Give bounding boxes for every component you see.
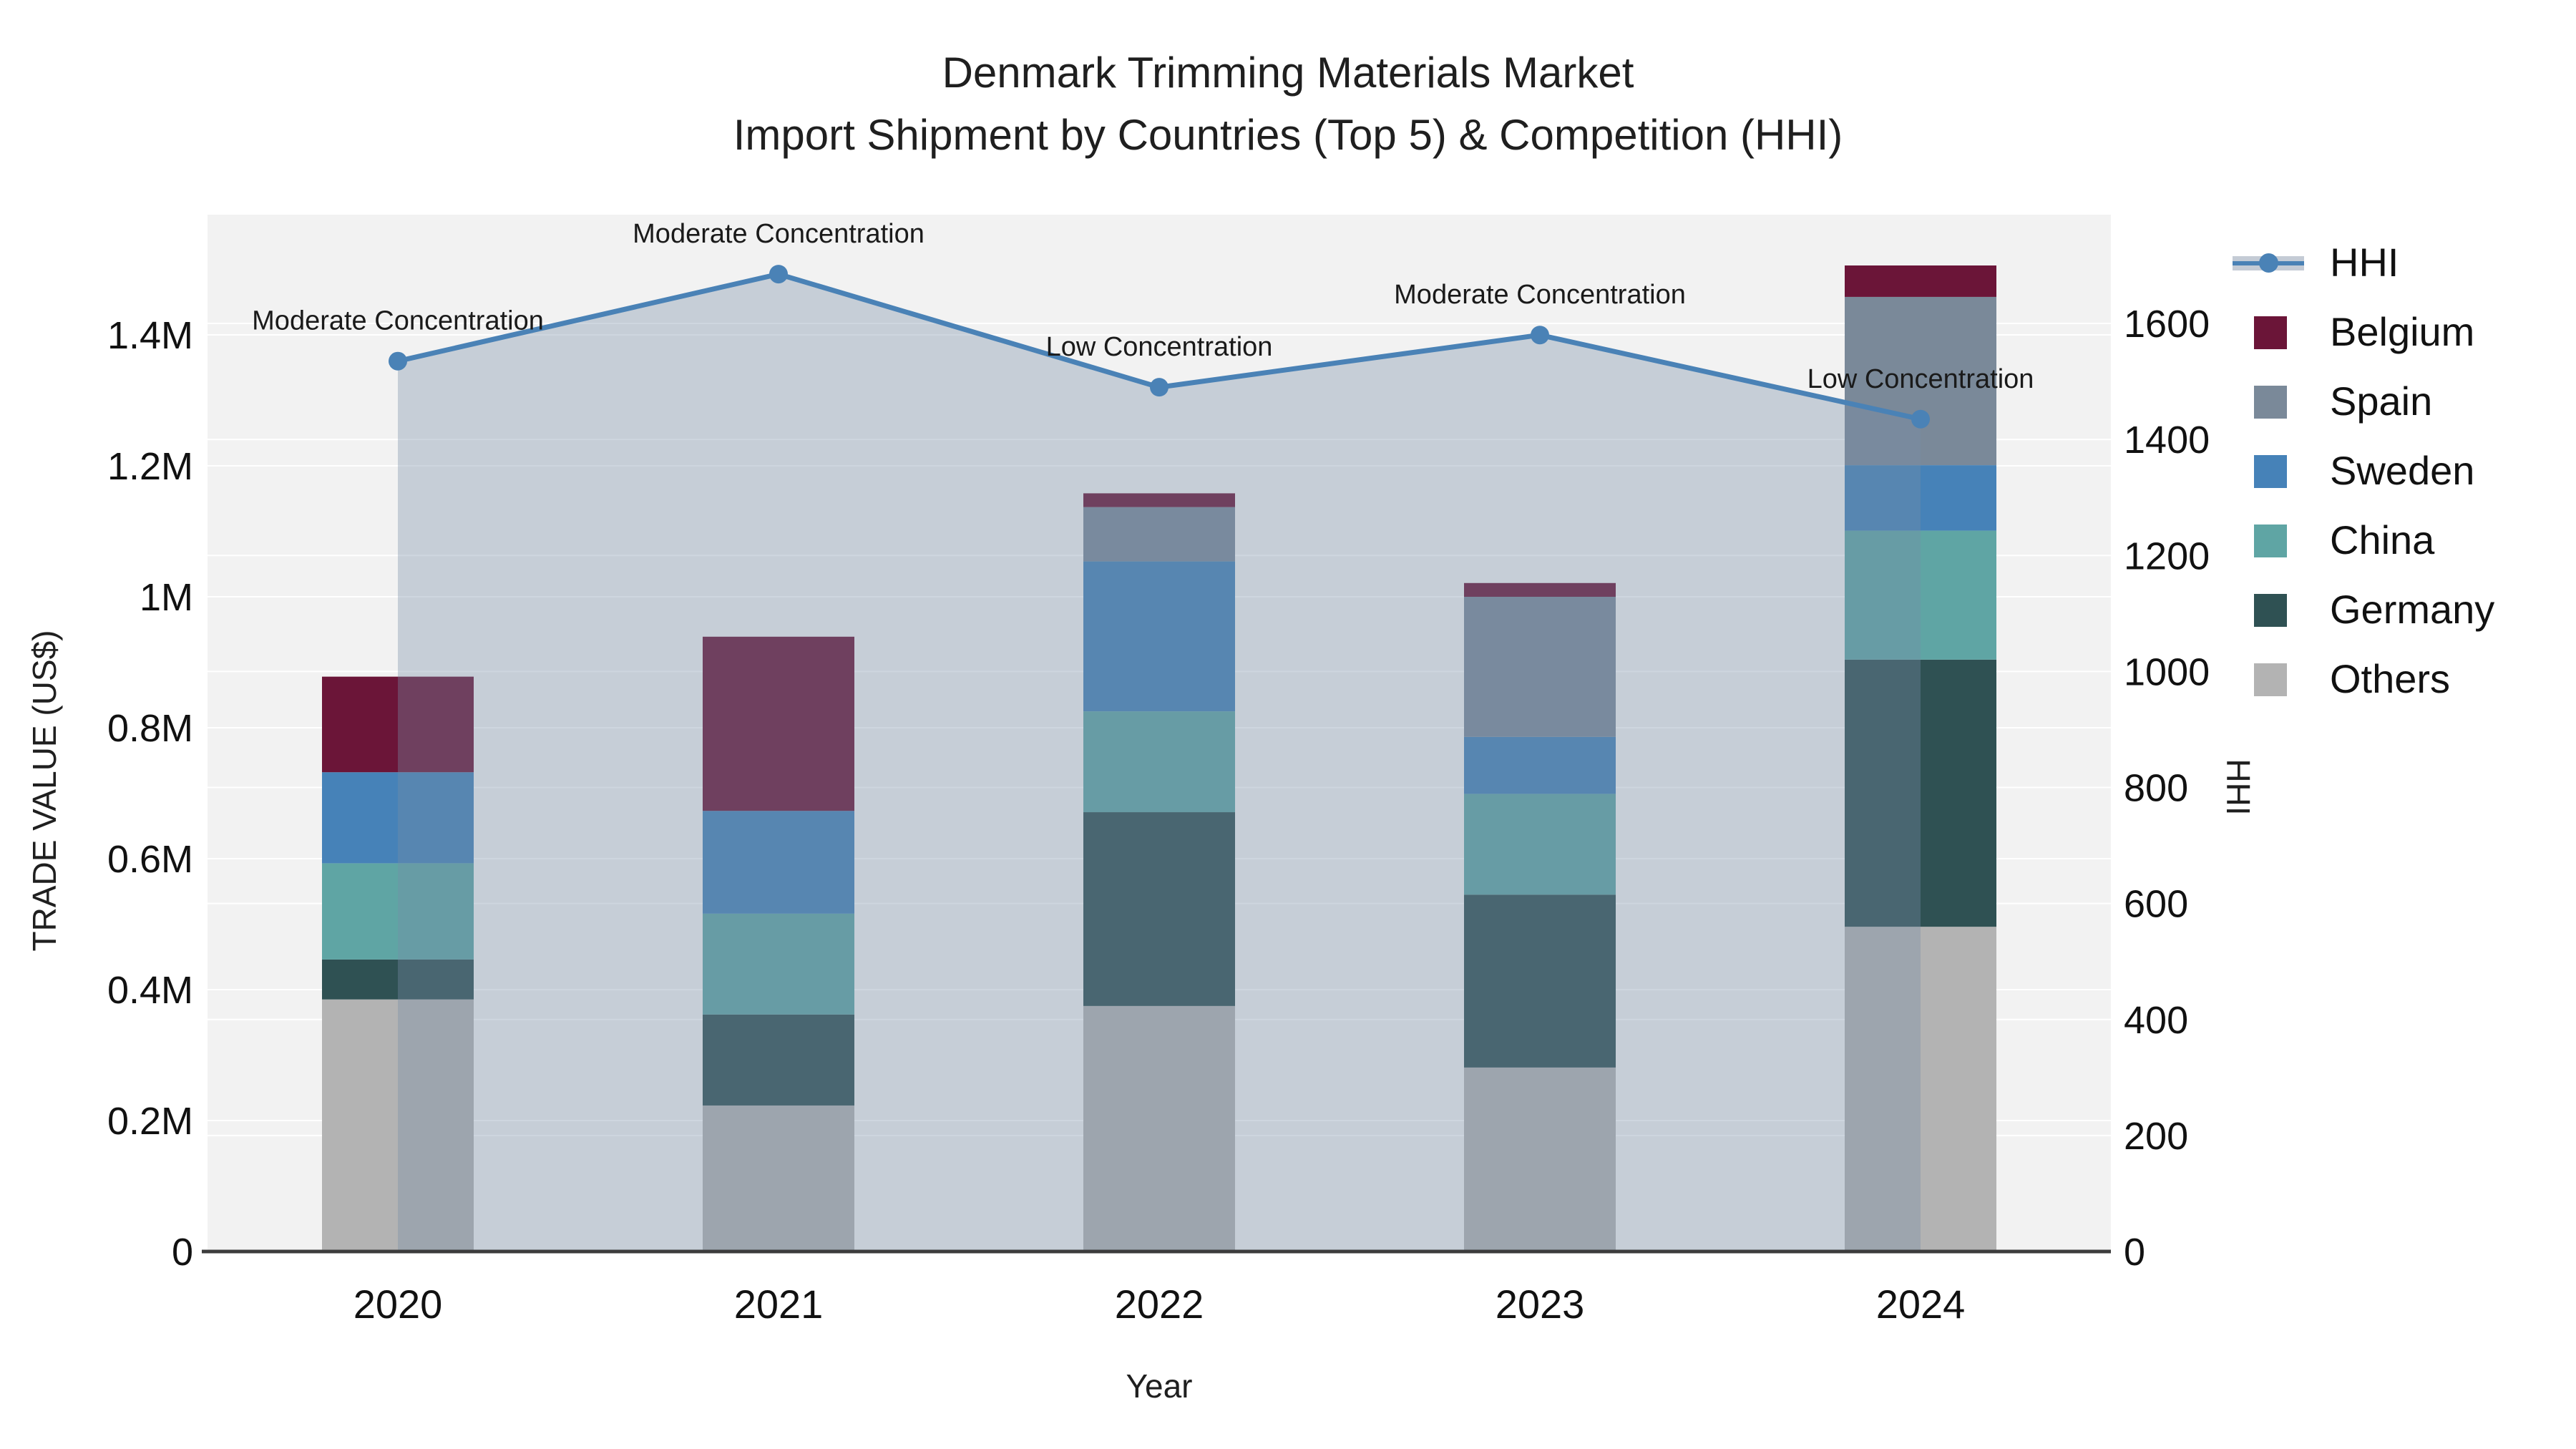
bar-segment-belgium-2024 — [1845, 265, 1996, 297]
legend-item-belgium[interactable]: Belgium — [2231, 297, 2494, 366]
legend-swatch-icon — [2231, 593, 2310, 627]
bar-segment-germany-2020 — [322, 959, 474, 1000]
bar-segment-others-2023 — [1464, 1067, 1616, 1252]
bar-segment-china-2023 — [1464, 794, 1616, 895]
legend-item-others[interactable]: Others — [2231, 644, 2494, 713]
bar-segment-china-2022 — [1083, 711, 1235, 813]
legend-label-hhi: HHI — [2330, 240, 2399, 285]
x-axis-title: Year — [1126, 1367, 1193, 1405]
legend-item-sweden[interactable]: Sweden — [2231, 436, 2494, 505]
bar-segment-belgium-2021 — [703, 636, 854, 811]
legend-label-others: Others — [2330, 656, 2451, 701]
bar-segment-spain-2022 — [1083, 507, 1235, 562]
legend-swatch-others — [2254, 663, 2287, 696]
legend-dot — [2259, 253, 2278, 273]
bar-segment-belgium-2023 — [1464, 582, 1616, 597]
hhi-line-icon — [2231, 246, 2310, 279]
legend-swatch-belgium — [2254, 316, 2287, 349]
y-axis-left-title: TRADE VALUE (US$) — [26, 630, 63, 952]
annotation-2023: Moderate Concentration — [1394, 280, 1686, 310]
bar-segment-germany-2023 — [1464, 894, 1616, 1068]
chart-title: Denmark Trimming Materials Market Import… — [0, 42, 2576, 166]
bar-segment-sweden-2022 — [1083, 561, 1235, 712]
y-right-tick-label: 400 — [2124, 999, 2188, 1042]
x-tick-label-2022: 2022 — [1115, 1282, 1204, 1327]
bar-segment-china-2021 — [703, 913, 854, 1015]
legend-label-spain: Spain — [2330, 379, 2433, 424]
y-right-tick-label: 200 — [2124, 1115, 2188, 1158]
bar-segment-china-2024 — [1845, 530, 1996, 660]
y-left-tick-label: 0.4M — [107, 969, 193, 1012]
legend-label-china: China — [2330, 517, 2435, 562]
annotation-2022: Low Concentration — [1046, 332, 1273, 362]
bar-segment-others-2024 — [1845, 927, 1996, 1252]
annotation-2024: Low Concentration — [1807, 364, 2034, 394]
y-left-tick-label: 0.2M — [107, 1100, 193, 1143]
bar-segment-spain-2023 — [1464, 597, 1616, 737]
bar-segment-sweden-2021 — [703, 811, 854, 914]
hhi-marker-2021 — [769, 265, 788, 284]
x-tick-label-2023: 2023 — [1496, 1282, 1585, 1327]
chart-title-line1: Denmark Trimming Materials Market — [942, 49, 1634, 97]
legend-swatch-icon — [2231, 454, 2310, 488]
bar-segment-others-2021 — [703, 1105, 854, 1252]
x-tick-label-2024: 2024 — [1876, 1282, 1966, 1327]
legend-swatch-germany — [2254, 593, 2287, 627]
legend-swatch-sweden — [2254, 454, 2287, 488]
y-left-tick-label: 0.8M — [107, 707, 193, 750]
bar-segment-others-2020 — [322, 999, 474, 1252]
bar-segment-sweden-2023 — [1464, 736, 1616, 794]
x-tick-label-2021: 2021 — [734, 1282, 824, 1327]
hhi-marker-2024 — [1911, 409, 1930, 429]
y-axis-right-title: HHI — [2220, 758, 2257, 816]
y-right-tick-label: 1400 — [2124, 419, 2210, 462]
legend-label-germany: Germany — [2330, 587, 2495, 632]
y-left-tick-label: 1.4M — [107, 314, 193, 357]
legend-swatch-icon — [2231, 663, 2310, 696]
y-right-tick-label: 1000 — [2124, 650, 2210, 693]
legend-swatch-icon — [2231, 385, 2310, 419]
legend: HHI Belgium Spain Sweden China Germany Others — [2231, 228, 2494, 713]
bar-segment-others-2022 — [1083, 1005, 1235, 1252]
y-right-tick-label: 1200 — [2124, 535, 2210, 577]
bar-segment-belgium-2022 — [1083, 493, 1235, 507]
bar-segment-germany-2024 — [1845, 659, 1996, 927]
bar-segment-sweden-2024 — [1845, 465, 1996, 531]
legend-swatch-icon — [2231, 524, 2310, 557]
legend-item-germany[interactable]: Germany — [2231, 575, 2494, 644]
bar-segment-germany-2021 — [703, 1014, 854, 1106]
hhi-marker-2022 — [1150, 378, 1169, 397]
hhi-area-fill — [398, 274, 1921, 1252]
y-right-tick-label: 600 — [2124, 883, 2188, 926]
y-left-tick-label: 0 — [172, 1231, 193, 1274]
legend-swatch-china — [2254, 524, 2287, 557]
legend-item-spain[interactable]: Spain — [2231, 366, 2494, 436]
annotation-2020: Moderate Concentration — [252, 306, 544, 336]
bar-segment-germany-2022 — [1083, 812, 1235, 1006]
x-tick-label-2020: 2020 — [353, 1282, 443, 1327]
annotation-2021: Moderate Concentration — [633, 219, 924, 249]
bar-segment-belgium-2020 — [322, 676, 474, 773]
legend-swatch-spain — [2254, 385, 2287, 419]
y-right-tick-label: 800 — [2124, 767, 2188, 810]
legend-label-belgium: Belgium — [2330, 309, 2475, 354]
legend-item-hhi[interactable]: HHI — [2231, 228, 2494, 297]
hhi-marker-2020 — [389, 351, 407, 371]
legend-label-sweden: Sweden — [2330, 448, 2475, 493]
chart-title-line2: Import Shipment by Countries (Top 5) & C… — [733, 111, 1843, 159]
y-left-tick-label: 1M — [140, 576, 193, 619]
y-left-tick-label: 0.6M — [107, 838, 193, 881]
y-right-tick-label: 1600 — [2124, 303, 2210, 346]
bar-segment-china-2020 — [322, 863, 474, 960]
hhi-marker-2023 — [1531, 326, 1549, 345]
bar-segment-sweden-2020 — [322, 772, 474, 864]
legend-item-china[interactable]: China — [2231, 505, 2494, 575]
legend-swatch-icon — [2231, 316, 2310, 349]
bar-segment-spain-2024 — [1845, 296, 1996, 466]
y-right-tick-label: 0 — [2124, 1231, 2145, 1274]
y-left-tick-label: 1.2M — [107, 445, 193, 488]
